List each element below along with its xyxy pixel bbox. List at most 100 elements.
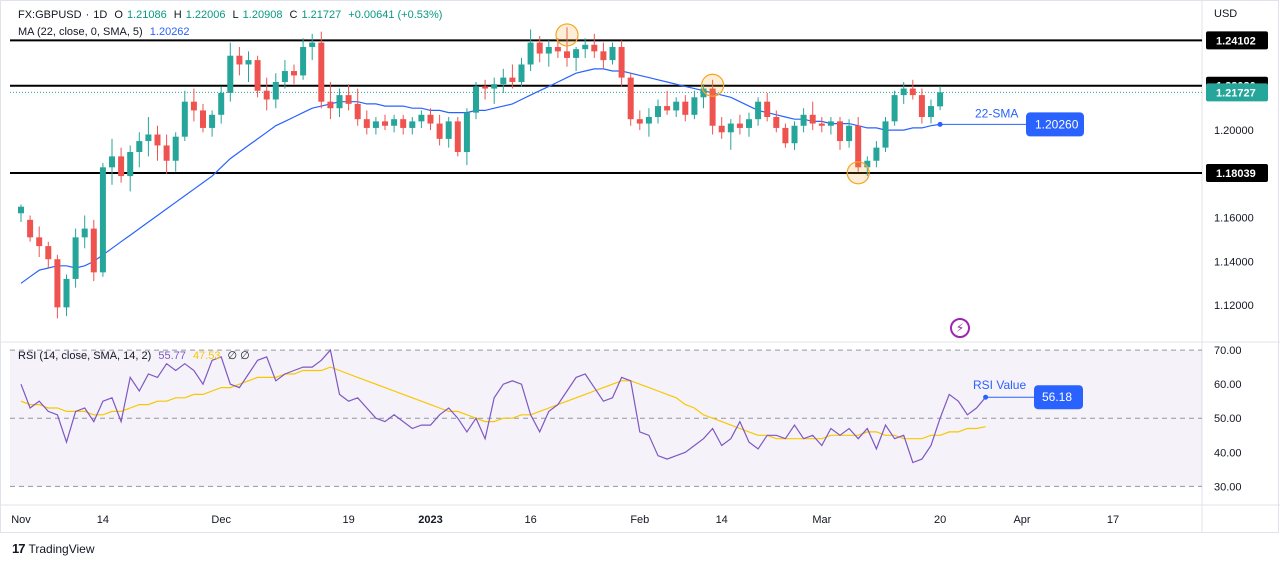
time-tick-label: 20 <box>934 514 946 526</box>
candle-body <box>764 101 771 117</box>
sma-line <box>20 68 941 284</box>
candle-body <box>564 51 570 58</box>
price-tick-label: 1.16000 <box>1214 213 1254 225</box>
candle-body <box>591 44 598 52</box>
candle-body <box>582 44 589 50</box>
candle-body <box>627 77 634 120</box>
candle-body <box>664 106 671 111</box>
tradingview-brand[interactable]: 17 TradingView <box>12 541 95 556</box>
candle-body <box>118 156 125 177</box>
time-tick-label: 16 <box>524 514 536 526</box>
candle-body <box>937 92 944 107</box>
candle-body <box>837 121 843 142</box>
level-tag <box>1206 31 1268 50</box>
close-value: 1.21727 <box>301 9 342 21</box>
candle-body <box>327 101 334 109</box>
candle-body <box>372 121 379 128</box>
time-tick-label: 17 <box>1107 514 1119 526</box>
candle-body <box>72 237 79 279</box>
candle-body <box>491 84 498 89</box>
candle-body <box>809 114 816 124</box>
candle-body <box>855 125 862 168</box>
candle-body <box>281 71 288 82</box>
interval-label[interactable]: 1D <box>93 9 108 21</box>
high-value: 1.22006 <box>185 9 226 21</box>
time-tick-label: 14 <box>97 514 109 526</box>
candle-body <box>682 101 689 115</box>
candle-body <box>891 95 898 122</box>
candle-body <box>909 88 916 96</box>
candle-body <box>554 46 561 52</box>
candle-body <box>454 121 461 153</box>
candle-body <box>200 110 206 128</box>
candle-body <box>300 46 307 76</box>
candle-body <box>400 119 407 128</box>
highlight-circle <box>700 73 725 97</box>
candle-body <box>427 114 434 124</box>
highlight-circle <box>846 161 870 185</box>
rsi-ma-line <box>20 366 986 440</box>
level-tag-label: 1.18039 <box>1216 168 1256 180</box>
candle-body <box>254 60 261 91</box>
candle-body <box>272 81 279 100</box>
last-price-tag <box>1206 83 1268 102</box>
candle-body <box>609 46 616 61</box>
sma-callout-label: 22-SMA <box>975 106 1018 120</box>
candle-body <box>509 77 516 82</box>
price-tick-label: 1.14000 <box>1214 256 1254 268</box>
open-value: 1.21086 <box>126 9 167 21</box>
candle-body <box>918 95 925 117</box>
ma-legend[interactable]: MA (22, close, 0, SMA, 5) 1.20262 <box>18 26 194 38</box>
candle-body <box>209 114 216 128</box>
candle-body <box>445 121 452 139</box>
rsi-tick-label: 30.00 <box>1214 481 1242 493</box>
rsi-line <box>20 348 987 464</box>
candle-body <box>227 55 234 93</box>
candle-body <box>18 206 24 214</box>
candle-body <box>864 160 871 168</box>
symbol-label[interactable]: FX:GBPUSD <box>18 9 82 21</box>
candle-body <box>700 88 707 98</box>
candle-body <box>736 123 743 128</box>
candle-body <box>709 88 716 126</box>
time-tick-label: 14 <box>716 514 728 526</box>
level-tag <box>1206 164 1268 183</box>
candle-body <box>755 101 762 120</box>
price-tick-label: 1.20000 <box>1214 125 1254 137</box>
candle-body <box>746 119 752 128</box>
rsi-legend[interactable]: RSI (14, close, SMA, 14, 2) 55.77 47.53 … <box>18 349 254 362</box>
time-tick-label: Nov <box>11 514 31 526</box>
candle-body <box>391 119 398 126</box>
candle-body <box>90 228 97 273</box>
sma-callout-value: 1.20260 <box>1035 117 1079 131</box>
candle-body <box>436 123 443 139</box>
candle-body <box>636 119 643 124</box>
candle-body <box>536 42 543 54</box>
rsi-callout-label: RSI Value <box>973 378 1026 392</box>
sma-callout-box <box>1026 112 1084 137</box>
rsi-tick-label: 60.00 <box>1214 379 1242 391</box>
candle-body <box>409 121 416 128</box>
candle-body <box>172 136 179 161</box>
ohlc-legend: FX:GBPUSD · 1D O 1.21086 H 1.22006 L 1.20908 … <box>18 9 443 21</box>
candle-body <box>45 246 52 260</box>
candle-body <box>600 51 607 61</box>
highlight-circle <box>555 23 579 47</box>
lightning-icon[interactable]: ⚡ <box>950 318 970 338</box>
candle-body <box>36 237 43 247</box>
candle-body <box>54 259 61 308</box>
last-price-tag-label: 1.21727 <box>1216 87 1256 99</box>
low-value: 1.20908 <box>242 9 283 21</box>
time-tick-label: Feb <box>630 514 649 526</box>
candle-body <box>618 46 625 78</box>
rsi-tick-label: 70.00 <box>1214 345 1242 357</box>
candle-body <box>136 141 143 153</box>
candle-body <box>727 123 734 133</box>
candle-body <box>363 119 370 128</box>
candle-body <box>418 114 425 122</box>
candle-body <box>309 42 316 47</box>
candle-body <box>900 88 907 96</box>
rsi-legend-value: 55.77 <box>158 350 186 362</box>
rsi-legend-extra: ∅ ∅ <box>227 350 250 362</box>
time-tick-label: 19 <box>342 514 354 526</box>
